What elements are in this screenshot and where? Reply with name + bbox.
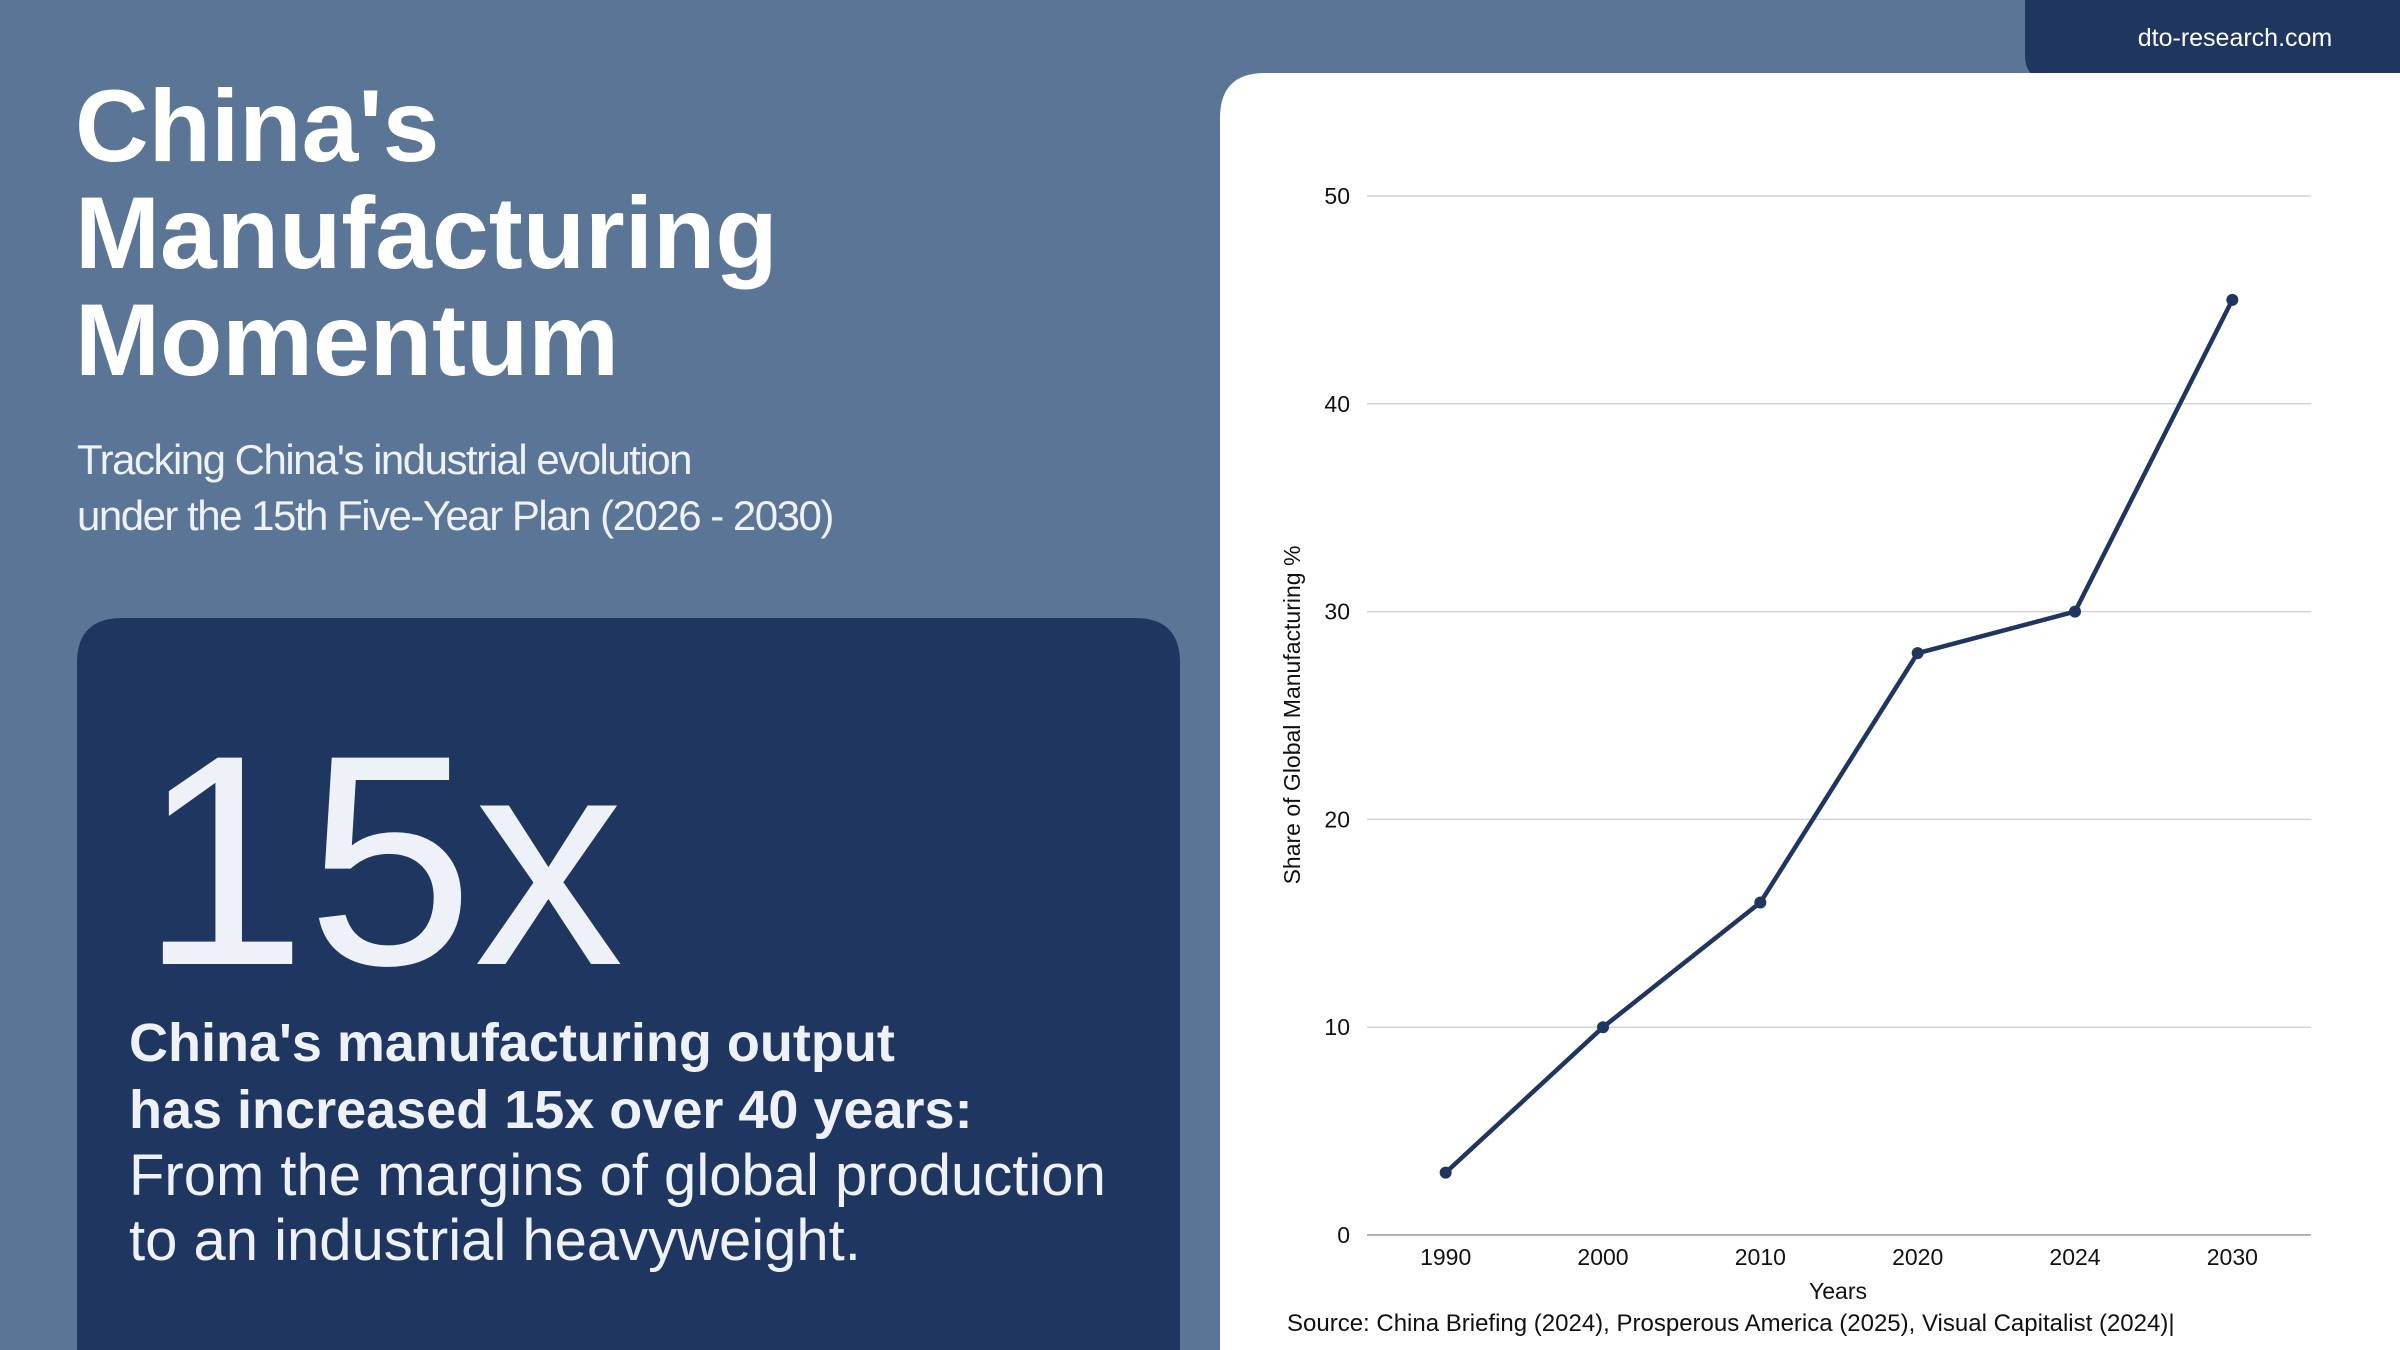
site-link[interactable]: dto-research.com: [2138, 24, 2333, 52]
subtitle-line: under the 15th Five-Year Plan (2026 - 20…: [77, 492, 833, 539]
title-line: China's: [75, 69, 439, 183]
highlight-body: From the margins of global production: [129, 1143, 1106, 1208]
chart-card: [1220, 73, 2400, 1350]
data-point: [2226, 293, 2239, 306]
y-tick-label: 40: [1324, 391, 1350, 417]
line-chart: Years Share of Global Manufacturing % So…: [1279, 183, 2311, 1337]
title-line: Manufacturing: [75, 176, 778, 290]
highlight-box: [77, 618, 1180, 1350]
y-tick-label: 50: [1324, 183, 1350, 209]
highlight-headline: China's manufacturing output: [129, 1013, 895, 1073]
highlight-stat: 15x: [140, 692, 624, 1028]
x-tick-label: 2024: [2049, 1244, 2100, 1270]
y-tick-label: 20: [1324, 806, 1350, 832]
x-tick-label: 1990: [1420, 1244, 1471, 1270]
title-line: Momentum: [75, 283, 619, 397]
x-tick-label: 2030: [2207, 1244, 2258, 1270]
y-axis-label: Share of Global Manufacturing %: [1279, 546, 1305, 885]
x-axis-label: Years: [1809, 1278, 1867, 1304]
data-point: [1754, 896, 1767, 909]
highlight-headline: has increased 15x over 40 years:: [129, 1080, 973, 1140]
x-tick-label: 2020: [1892, 1244, 1943, 1270]
data-point: [1597, 1021, 1609, 1034]
highlight-body: to an industrial heavyweight.: [129, 1208, 861, 1273]
data-point: [2069, 605, 2081, 618]
site-tab: [2025, 0, 2400, 80]
y-tick-label: 0: [1337, 1222, 1350, 1248]
subtitle-line: Tracking China's industrial evolution: [77, 436, 691, 483]
data-line: [1444, 298, 2235, 1175]
y-tick-label: 30: [1324, 599, 1350, 625]
y-tick-label: 10: [1324, 1014, 1350, 1040]
data-point: [1911, 647, 1924, 660]
x-tick-label: 2000: [1577, 1244, 1628, 1270]
x-tick-label: 2010: [1735, 1244, 1786, 1270]
data-point: [1439, 1166, 1452, 1179]
chart-source: Source: China Briefing (2024), Prosperou…: [1287, 1310, 2175, 1337]
